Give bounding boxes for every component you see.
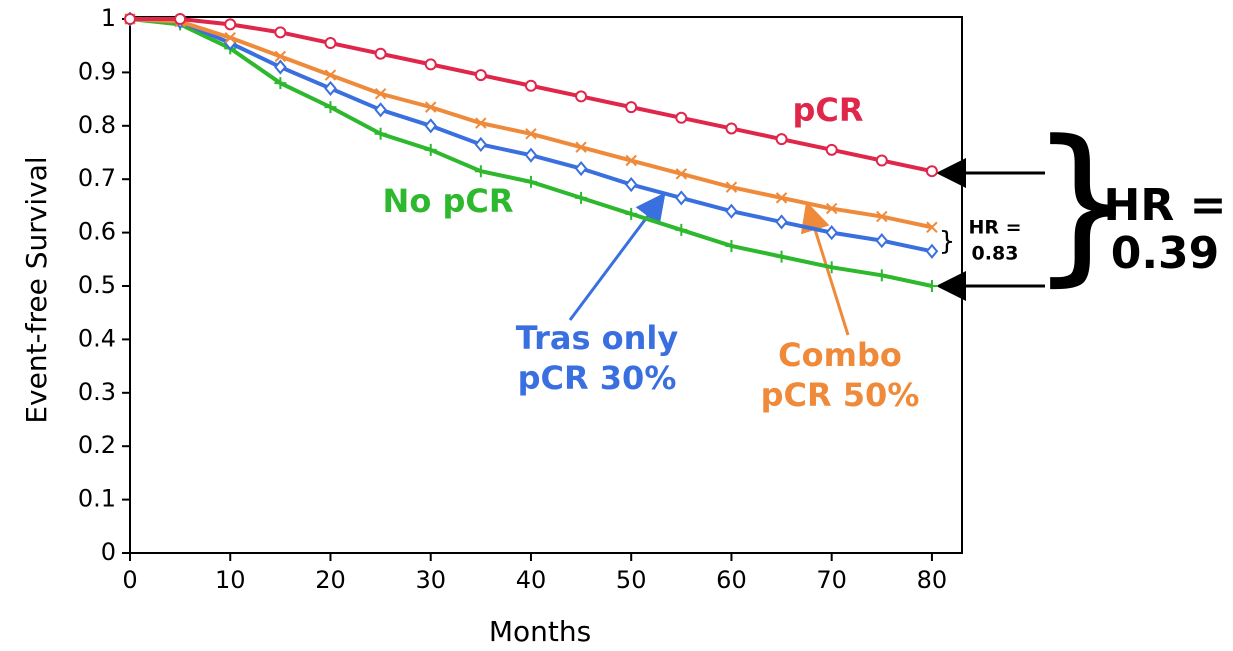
point xyxy=(875,269,888,282)
y-tick-label: 0.7 xyxy=(78,164,116,192)
annotation: No pCR xyxy=(383,182,514,220)
x-tick-label: 70 xyxy=(816,566,847,594)
point xyxy=(525,128,537,140)
x-tick-label: 80 xyxy=(917,566,948,594)
point xyxy=(274,26,287,39)
point xyxy=(324,80,337,96)
point xyxy=(324,101,337,114)
y-tick-label: 0.8 xyxy=(78,111,116,139)
point xyxy=(324,37,337,50)
point xyxy=(725,181,738,193)
x-tick-label: 50 xyxy=(616,566,647,594)
y-tick-label: 0.4 xyxy=(78,324,116,352)
point xyxy=(425,101,437,113)
point xyxy=(725,239,738,252)
point xyxy=(775,214,788,230)
point xyxy=(524,79,537,92)
point xyxy=(775,133,788,146)
point xyxy=(926,221,938,233)
y-tick-label: 0.5 xyxy=(78,271,116,299)
brace: } xyxy=(1029,104,1137,302)
point xyxy=(775,250,788,263)
annotation: HR = xyxy=(968,217,1021,239)
point xyxy=(374,47,387,60)
point xyxy=(274,59,287,75)
point xyxy=(424,58,437,71)
y-tick-label: 0 xyxy=(101,538,116,566)
point xyxy=(274,50,287,63)
point xyxy=(875,154,888,167)
annotation: pCR xyxy=(792,91,863,129)
point xyxy=(625,154,637,167)
point xyxy=(174,13,187,25)
point xyxy=(324,69,337,81)
point xyxy=(624,176,638,193)
point xyxy=(876,210,888,223)
point xyxy=(524,175,537,188)
point xyxy=(274,77,287,90)
point xyxy=(925,165,938,178)
x-tick-label: 10 xyxy=(215,566,246,594)
x-tick-label: 60 xyxy=(716,566,747,594)
annotation: HR = xyxy=(1104,180,1227,231)
point xyxy=(675,111,688,124)
x-tick-label: 0 xyxy=(122,566,137,594)
point xyxy=(575,90,588,103)
annotation: Combo xyxy=(778,336,902,374)
point xyxy=(475,117,487,129)
point xyxy=(825,261,838,274)
y-tick-label: 0.9 xyxy=(78,57,116,85)
point xyxy=(925,280,938,292)
point xyxy=(374,88,387,100)
point xyxy=(675,168,688,180)
point xyxy=(675,190,688,206)
point xyxy=(424,118,438,134)
y-tick-label: 0.2 xyxy=(78,431,116,459)
point xyxy=(725,203,738,219)
y-tick-label: 0.1 xyxy=(78,485,116,513)
y-tick-label: 0.3 xyxy=(78,378,116,406)
y-axis-label: Event-free Survival xyxy=(20,156,53,423)
x-axis-label: Months xyxy=(489,615,591,648)
arrow xyxy=(568,192,666,321)
point xyxy=(474,136,488,153)
point xyxy=(675,223,688,236)
point xyxy=(374,102,387,118)
point xyxy=(625,101,638,114)
annotation: 0.83 xyxy=(972,243,1019,265)
point xyxy=(574,160,588,177)
point xyxy=(374,127,387,140)
point xyxy=(725,122,738,135)
point xyxy=(875,233,889,249)
point xyxy=(925,243,939,259)
x-tick-label: 40 xyxy=(516,566,547,594)
point xyxy=(524,147,538,163)
point xyxy=(575,191,588,204)
point xyxy=(474,69,487,82)
point xyxy=(224,18,237,31)
brace: } xyxy=(939,227,956,257)
point xyxy=(825,143,838,156)
annotation: 0.39 xyxy=(1111,228,1220,279)
point xyxy=(625,207,638,220)
annotation: Tras only xyxy=(516,319,679,357)
point xyxy=(825,225,838,241)
annotation: pCR 50% xyxy=(761,376,920,414)
point xyxy=(124,13,136,25)
point xyxy=(424,143,437,156)
annotation: pCR 30% xyxy=(518,359,677,397)
point xyxy=(224,31,236,44)
arrow xyxy=(800,201,850,336)
x-tick-label: 20 xyxy=(315,566,346,594)
point xyxy=(775,192,788,204)
point xyxy=(575,141,587,153)
y-tick-label: 0.6 xyxy=(78,218,116,246)
x-tick-label: 30 xyxy=(415,566,446,594)
point xyxy=(825,202,838,215)
y-tick-label: 1 xyxy=(101,4,116,32)
point xyxy=(474,165,487,178)
